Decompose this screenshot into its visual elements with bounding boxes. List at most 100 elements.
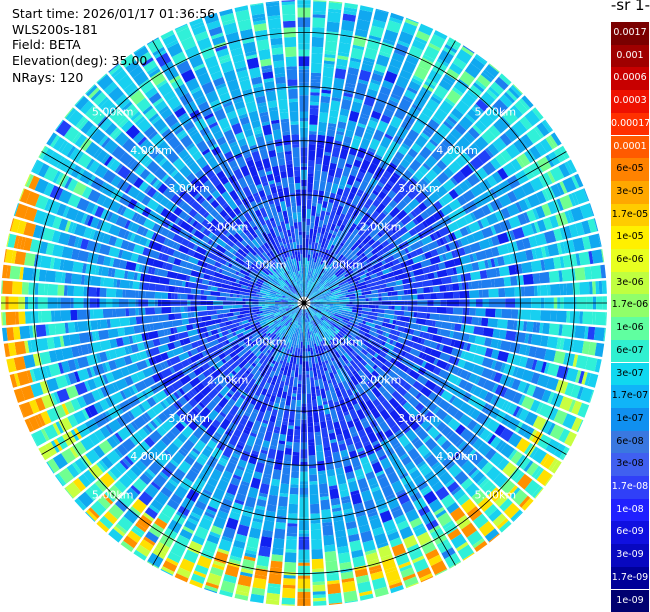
range-gate [312, 581, 325, 586]
range-gate [306, 374, 310, 378]
range-gate [490, 371, 497, 381]
range-gate [195, 246, 207, 256]
range-gate [115, 337, 124, 347]
range-gate [135, 360, 148, 371]
range-gate [256, 39, 270, 51]
range-gate [234, 593, 249, 601]
range-gate [269, 567, 282, 575]
range-gate [304, 315, 306, 323]
range-gate [156, 425, 167, 437]
range-gate [65, 385, 79, 399]
range-gate [311, 396, 317, 401]
range-gate [260, 449, 268, 455]
range-gate [109, 466, 122, 479]
range-gate [139, 440, 151, 453]
range-gate [187, 358, 193, 365]
range-gate [309, 305, 313, 308]
range-gate [348, 338, 358, 348]
range-gate [217, 287, 228, 293]
range-gate [244, 552, 257, 559]
range-gate [204, 511, 215, 519]
range-gate [161, 145, 171, 155]
range-gate [348, 365, 356, 373]
range-gate [386, 528, 398, 536]
range-gate [213, 404, 223, 414]
range-gate [249, 364, 255, 370]
range-gate [232, 238, 238, 244]
range-gate [326, 469, 336, 477]
range-gate [419, 331, 424, 338]
range-gate [313, 180, 320, 191]
range-gate [34, 178, 49, 194]
range-gate [231, 165, 240, 172]
range-gate [184, 156, 193, 165]
range-gate [273, 60, 285, 68]
range-gate [219, 507, 230, 514]
range-gate [87, 404, 99, 417]
range-gate [143, 218, 156, 230]
range-gate [348, 480, 359, 493]
range-gate [106, 436, 118, 449]
range-gate [531, 485, 543, 499]
range-gate [55, 473, 67, 486]
range-gate [389, 329, 398, 336]
range-gate [106, 450, 121, 465]
range-gate [157, 412, 168, 423]
range-gate [338, 325, 343, 329]
range-gate [308, 134, 317, 145]
range-gate [311, 386, 316, 394]
range-gate [190, 573, 206, 585]
range-gate [337, 327, 347, 335]
range-gate [540, 361, 547, 373]
range-gate [326, 307, 330, 309]
range-gate [242, 322, 250, 328]
range-gate [293, 439, 300, 443]
range-gate [206, 223, 218, 234]
range-gate [416, 415, 426, 425]
range-gate [508, 449, 518, 461]
range-gate [40, 410, 52, 425]
range-gate [403, 442, 415, 453]
range-gate [367, 477, 378, 487]
range-gate [307, 344, 311, 352]
range-gate [424, 411, 435, 421]
range-gate [213, 560, 226, 568]
range-gate [330, 357, 335, 362]
range-gate [490, 360, 497, 370]
range-gate [261, 529, 273, 538]
range-gate [139, 282, 143, 290]
range-gate [300, 319, 303, 329]
range-gate [284, 405, 290, 410]
range-gate [566, 353, 576, 367]
range-gate [313, 310, 322, 318]
range-gate [254, 574, 267, 580]
range-gate [289, 363, 293, 367]
range-gate [282, 332, 286, 337]
range-gate [261, 304, 266, 307]
range-gate [371, 370, 380, 379]
range-gate [32, 353, 42, 367]
range-gate [421, 345, 427, 353]
range-gate [230, 264, 242, 272]
range-gate [233, 311, 241, 316]
range-gate [263, 382, 271, 390]
range-gate [260, 315, 265, 318]
range-gate [216, 238, 227, 248]
range-gate [13, 235, 20, 249]
range-gate [179, 178, 192, 191]
range-gate [205, 343, 210, 349]
range-gate [218, 539, 232, 552]
range-gate [268, 315, 275, 320]
range-gate [29, 369, 36, 383]
range-gate [217, 548, 230, 555]
range-gate [405, 508, 420, 523]
range-gate [284, 342, 290, 352]
range-gate [484, 432, 494, 443]
range-gate [85, 158, 95, 170]
range-gate [123, 103, 137, 117]
range-gate [333, 326, 340, 333]
range-gate [73, 236, 80, 248]
range-gate [286, 69, 298, 80]
range-gate [174, 126, 184, 136]
range-gate [230, 384, 239, 393]
